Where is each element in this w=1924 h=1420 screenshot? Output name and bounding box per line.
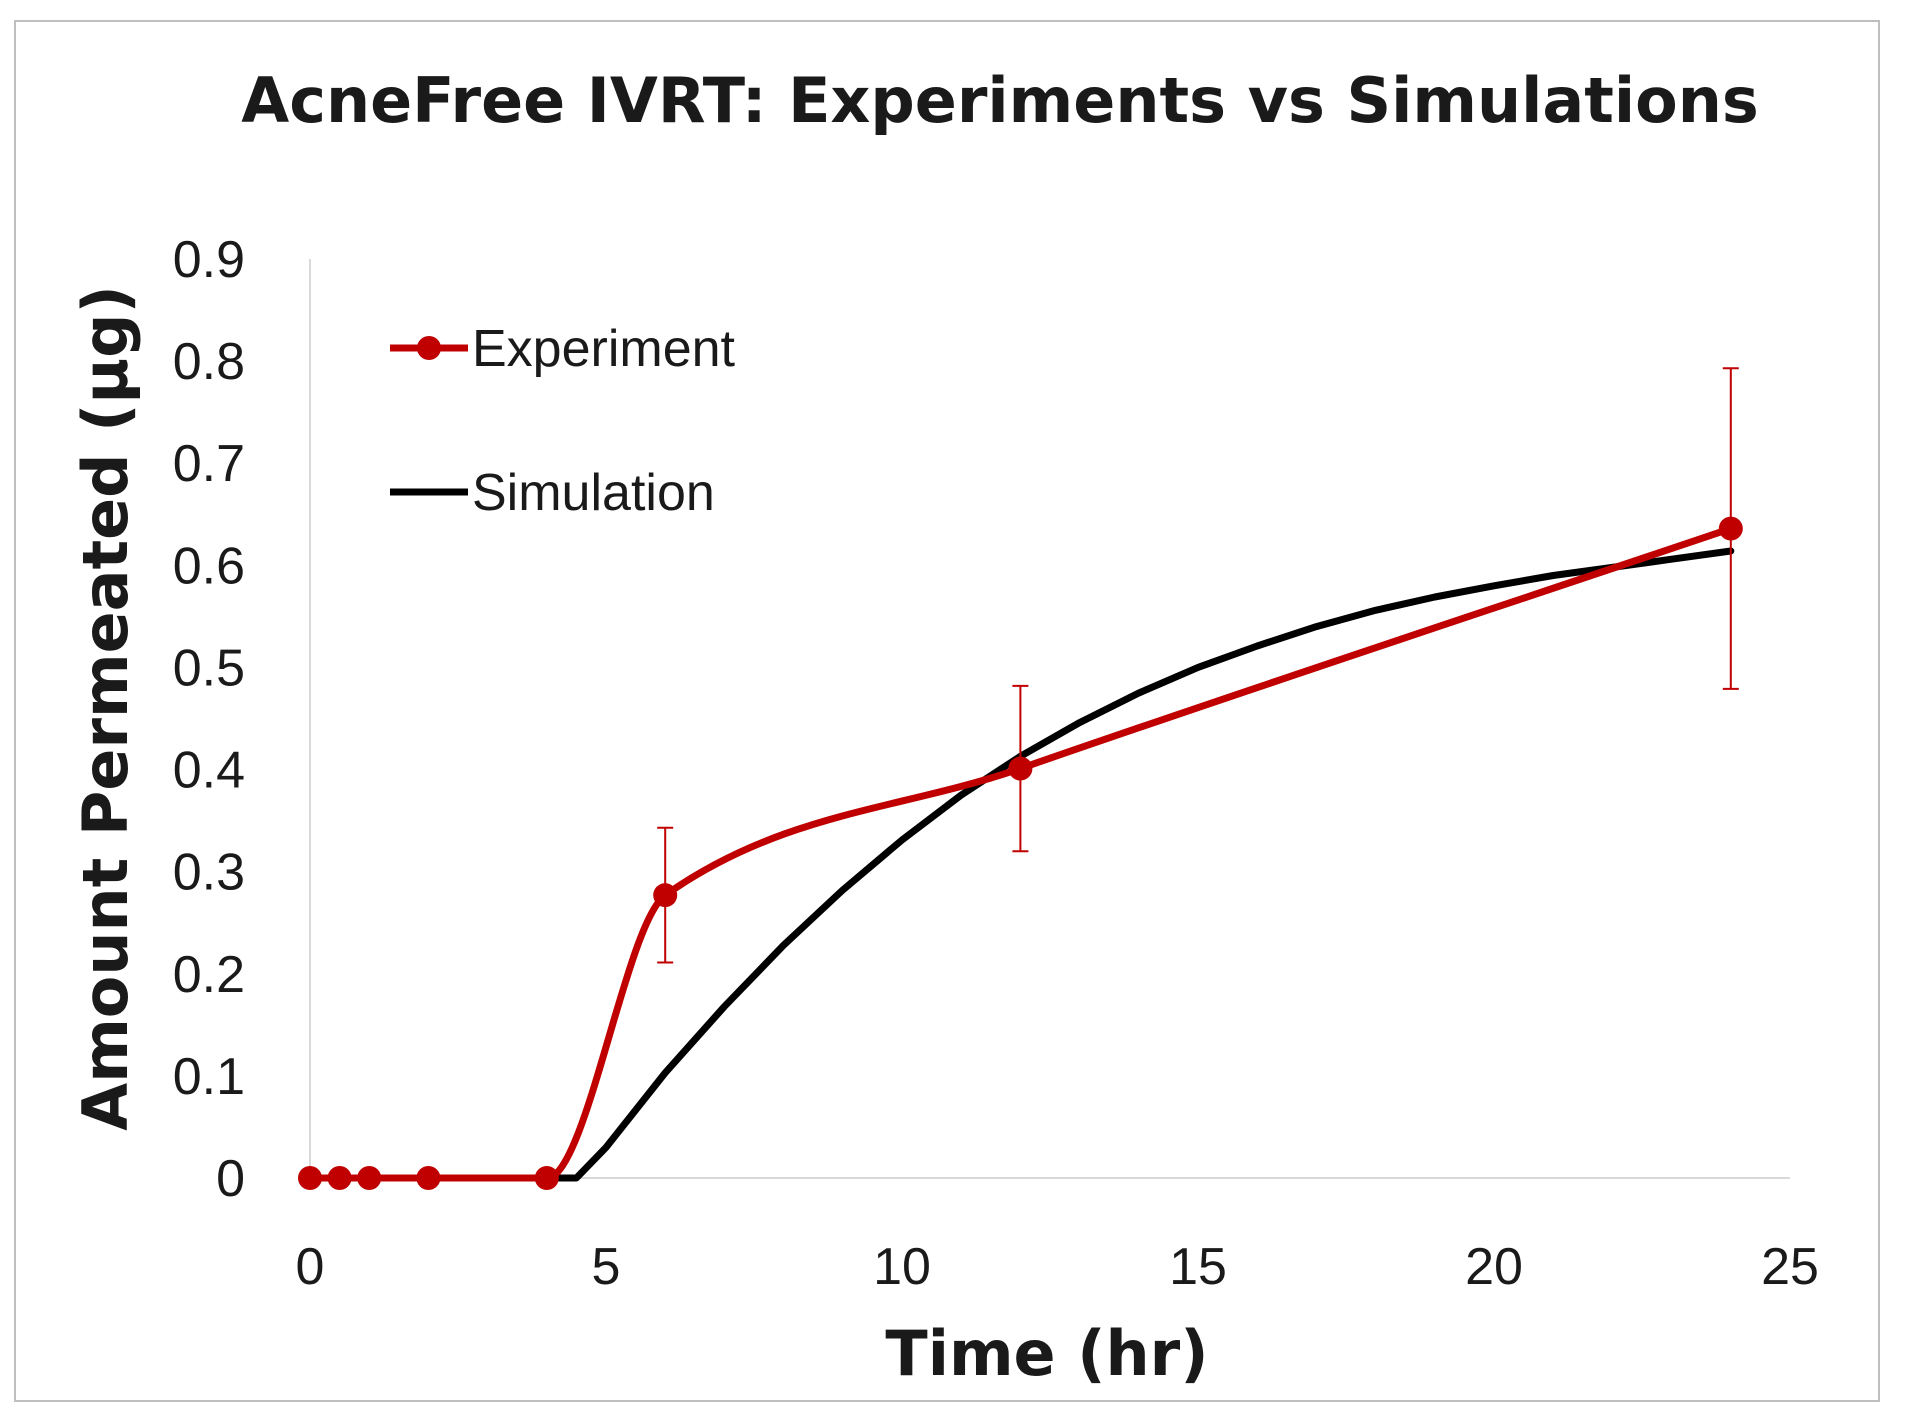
legend-experiment-label: Experiment <box>472 320 736 378</box>
x-tick-label: 25 <box>1761 1238 1819 1296</box>
experiment-point <box>653 883 678 908</box>
experiment-point <box>416 1166 441 1190</box>
y-tick-label: 0.4 <box>173 742 245 800</box>
experiment-line <box>310 525 1732 1182</box>
y-tick-label: 0.9 <box>173 231 245 289</box>
y-tick-label: 0.6 <box>173 537 245 595</box>
legend-item-experiment: Experiment <box>390 320 736 378</box>
experiment-point <box>298 1166 322 1190</box>
experiment-point <box>1718 516 1743 541</box>
experiment-point <box>1008 756 1033 781</box>
experiment-point <box>534 1166 559 1190</box>
y-tick-label: 0.1 <box>173 1048 245 1106</box>
experiment-point <box>357 1166 382 1190</box>
experiment-series <box>298 367 1743 1190</box>
legend-experiment-marker <box>417 336 441 360</box>
x-tick-label: 10 <box>873 1238 931 1296</box>
y-tick-labels: 0 0.1 0.2 0.3 0.4 0.5 0.6 0.7 0.8 0.9 <box>173 231 245 1208</box>
experiment-point <box>327 1166 352 1190</box>
x-axis-title: Time (hr) <box>885 1317 1208 1390</box>
x-tick-label: 15 <box>1169 1238 1227 1296</box>
legend-simulation-label: Simulation <box>472 464 715 522</box>
y-tick-label: 0.3 <box>173 844 245 902</box>
simulation-series <box>306 547 1735 1182</box>
y-tick-label: 0.2 <box>173 946 245 1004</box>
x-tick-labels: 0 5 10 15 20 25 <box>296 1238 1819 1296</box>
y-tick-label: 0.5 <box>173 639 245 697</box>
simulation-line <box>306 547 1735 1182</box>
y-tick-label: 0.8 <box>173 333 245 391</box>
y-tick-label: 0.7 <box>173 435 245 493</box>
y-tick-label: 0 <box>216 1150 245 1208</box>
chart-frame <box>14 20 1880 1402</box>
x-tick-label: 0 <box>296 1238 325 1296</box>
legend-item-simulation: Simulation <box>390 464 715 522</box>
chart-title: AcneFree IVRT: Experiments vs Simulation… <box>241 64 1759 137</box>
y-axis-title: Amount Permeated (µg) <box>69 285 142 1131</box>
x-tick-label: 5 <box>592 1238 621 1296</box>
x-tick-label: 20 <box>1465 1238 1523 1296</box>
legend: Experiment Simulation <box>390 320 736 522</box>
